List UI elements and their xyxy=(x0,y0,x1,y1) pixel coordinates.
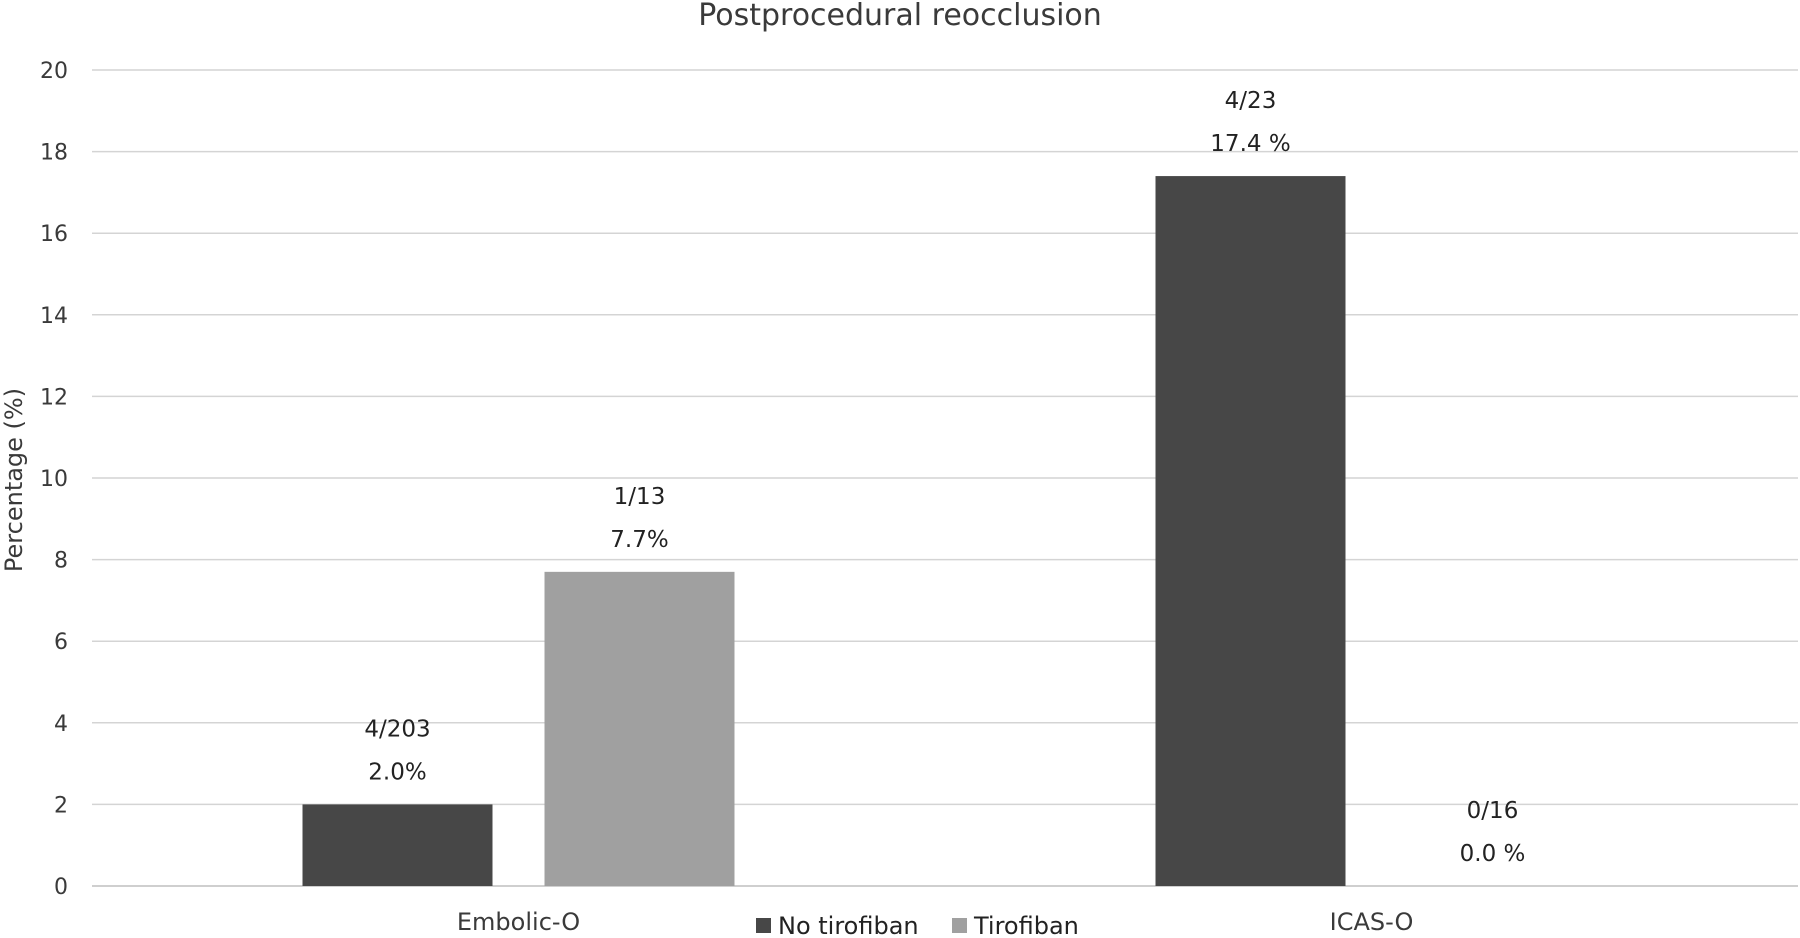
bar-count-label: 0/16 xyxy=(1467,798,1519,824)
y-tick-label: 10 xyxy=(40,467,68,492)
y-tick-label: 0 xyxy=(54,875,68,900)
data-labels: 4/203 2.0% 1/13 7.7% 4/23 17.4 % 0/16 0.0 % xyxy=(364,88,1525,867)
legend-swatch xyxy=(952,918,967,933)
legend: No tirofiban Tirofiban xyxy=(756,912,1079,938)
y-tick-label: 12 xyxy=(40,385,68,410)
y-axis-label: Percentage (%) xyxy=(0,388,28,572)
y-tick-label: 6 xyxy=(54,630,68,655)
bar xyxy=(544,571,735,886)
bar-count-label: 1/13 xyxy=(614,484,666,510)
bar-count-label: 4/203 xyxy=(364,716,430,742)
y-tick-label: 14 xyxy=(40,304,68,329)
bar xyxy=(1155,176,1346,886)
bar-percent-label: 2.0% xyxy=(368,759,426,785)
y-tick-label: 18 xyxy=(40,141,68,166)
bar-percent-label: 0.0 % xyxy=(1460,841,1526,867)
x-axis-categories: Embolic-O ICAS-O xyxy=(457,908,1413,936)
chart-title: Postprocedural reocclusion xyxy=(698,0,1102,33)
legend-label: Tirofiban xyxy=(973,912,1079,938)
x-category-label: ICAS-O xyxy=(1330,908,1414,936)
y-tick-label: 16 xyxy=(40,222,68,247)
legend-swatch xyxy=(756,918,771,933)
bars xyxy=(302,176,1346,886)
y-tick-label: 8 xyxy=(54,549,68,574)
y-tick-label: 2 xyxy=(54,793,68,818)
x-category-label: Embolic-O xyxy=(457,908,580,936)
grid-lines xyxy=(92,69,1798,887)
y-tick-label: 20 xyxy=(40,59,68,84)
bar-count-label: 4/23 xyxy=(1225,88,1277,114)
y-axis-ticks: 0 2 4 6 8 10 12 14 16 18 20 xyxy=(40,59,68,900)
bar xyxy=(302,804,493,886)
y-tick-label: 4 xyxy=(54,712,68,737)
legend-label: No tirofiban xyxy=(778,912,919,938)
bar-percent-label: 17.4 % xyxy=(1210,131,1290,157)
bar-percent-label: 7.7% xyxy=(610,527,668,553)
